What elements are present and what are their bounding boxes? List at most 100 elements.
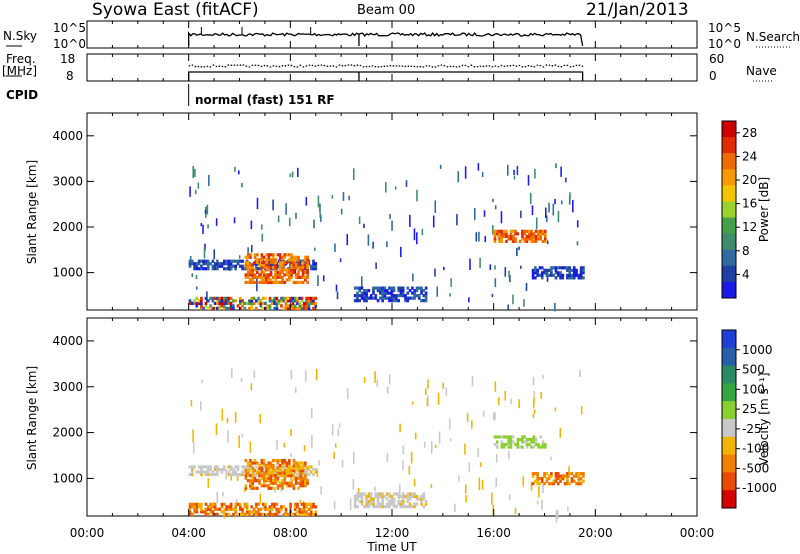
velocity-cell	[536, 474, 539, 478]
power-cell	[397, 299, 400, 303]
velocity-cell	[543, 474, 546, 478]
power-cell	[244, 275, 248, 279]
power-cell	[292, 280, 296, 285]
velocity-cell	[252, 512, 256, 516]
velocity-echo	[337, 428, 340, 436]
power-cell	[532, 234, 536, 238]
velocity-cell	[399, 499, 403, 504]
velocity-cell	[188, 507, 192, 511]
power-cell	[498, 239, 501, 243]
power-cell	[404, 299, 407, 303]
power-echo	[202, 224, 204, 234]
power-cell	[244, 265, 248, 269]
power-cell	[249, 270, 252, 274]
velocity-cell	[365, 502, 368, 506]
velocity-echo	[250, 383, 253, 391]
velocity-cell	[246, 474, 250, 478]
velocity-cell	[505, 442, 508, 447]
velocity-cell	[381, 499, 384, 504]
power-cell	[554, 266, 558, 270]
velocity-cell	[369, 499, 373, 504]
velocity-echo	[532, 413, 535, 418]
power-echo	[548, 202, 550, 213]
velocity-cell	[509, 442, 513, 447]
velocity-echo	[283, 442, 286, 448]
velocity-colorbar-label: 100	[742, 382, 765, 396]
velocity-cell	[541, 445, 545, 449]
power-cell	[265, 275, 268, 279]
power-cell	[376, 286, 380, 290]
power-echo	[313, 219, 315, 229]
velocity-echo	[538, 486, 540, 498]
velocity-cell	[360, 494, 364, 499]
power-cell	[285, 270, 289, 274]
power-cell	[276, 273, 280, 277]
power-cell	[527, 232, 531, 236]
velocity-cell	[531, 472, 535, 476]
power-cell	[531, 271, 535, 275]
power-cell	[266, 306, 270, 310]
power-cell	[540, 276, 544, 280]
velocity-colorbar-label: 1000	[742, 343, 773, 357]
velocity-cell	[285, 481, 289, 485]
power-cell	[209, 262, 212, 266]
velocity-cell	[563, 474, 567, 478]
power-cell	[540, 271, 544, 275]
velocity-cell	[297, 463, 300, 468]
power-cell	[415, 286, 419, 290]
power-cell	[274, 273, 277, 277]
velocity-cell	[272, 474, 275, 478]
velocity-cell	[314, 467, 318, 472]
velocity-cell	[392, 492, 396, 496]
power-cell	[267, 263, 271, 267]
velocity-cell	[570, 479, 574, 483]
power-cell	[216, 262, 219, 266]
velocity-cell	[577, 477, 581, 481]
velocity-cell	[493, 442, 497, 447]
velocity-cell	[256, 486, 259, 490]
velocity-cell	[260, 461, 264, 465]
velocity-cell	[304, 463, 307, 468]
velocity-cell	[283, 471, 287, 475]
power-cell	[406, 296, 410, 300]
velocity-echo	[334, 443, 337, 448]
velocity-cell	[204, 465, 208, 469]
power-cell	[268, 296, 272, 300]
power-cell	[363, 294, 366, 298]
power-echo	[513, 169, 515, 176]
power-ytick-label: 3000	[52, 174, 83, 188]
velocity-cell	[301, 461, 305, 465]
velocity-cell	[190, 470, 194, 474]
power-cell	[543, 271, 546, 275]
velocity-cell	[265, 479, 268, 483]
power-colorbar-swatch	[722, 249, 736, 267]
velocity-cell	[216, 512, 219, 516]
power-cell	[213, 264, 217, 268]
velocity-cell	[278, 469, 282, 473]
velocity-echo	[259, 493, 262, 504]
velocity-cell	[188, 512, 192, 516]
velocity-cell	[274, 469, 277, 473]
freq-series	[188, 64, 584, 68]
velocity-cell	[401, 502, 405, 506]
power-cell	[234, 259, 238, 263]
velocity-cell	[385, 502, 389, 506]
velocity-cell	[243, 502, 247, 506]
velocity-cell	[309, 470, 313, 474]
velocity-colorbar-swatch	[722, 330, 736, 349]
power-cell	[229, 264, 233, 268]
velocity-echo	[207, 478, 210, 488]
power-cell	[304, 255, 307, 259]
power-echo	[534, 168, 536, 179]
velocity-echo	[333, 451, 335, 459]
velocity-cell	[374, 494, 378, 499]
power-cell	[415, 294, 419, 298]
power-cell	[285, 273, 289, 277]
nsky-right-tick-bottom: 10^0	[708, 37, 741, 51]
velocity-cell	[225, 512, 228, 516]
velocity-cell	[258, 463, 261, 468]
power-cell	[272, 258, 275, 262]
power-cell	[363, 299, 366, 303]
plot-title: Syowa East (fitACF)	[92, 0, 259, 20]
nave-tick-bottom: 0	[709, 69, 717, 83]
